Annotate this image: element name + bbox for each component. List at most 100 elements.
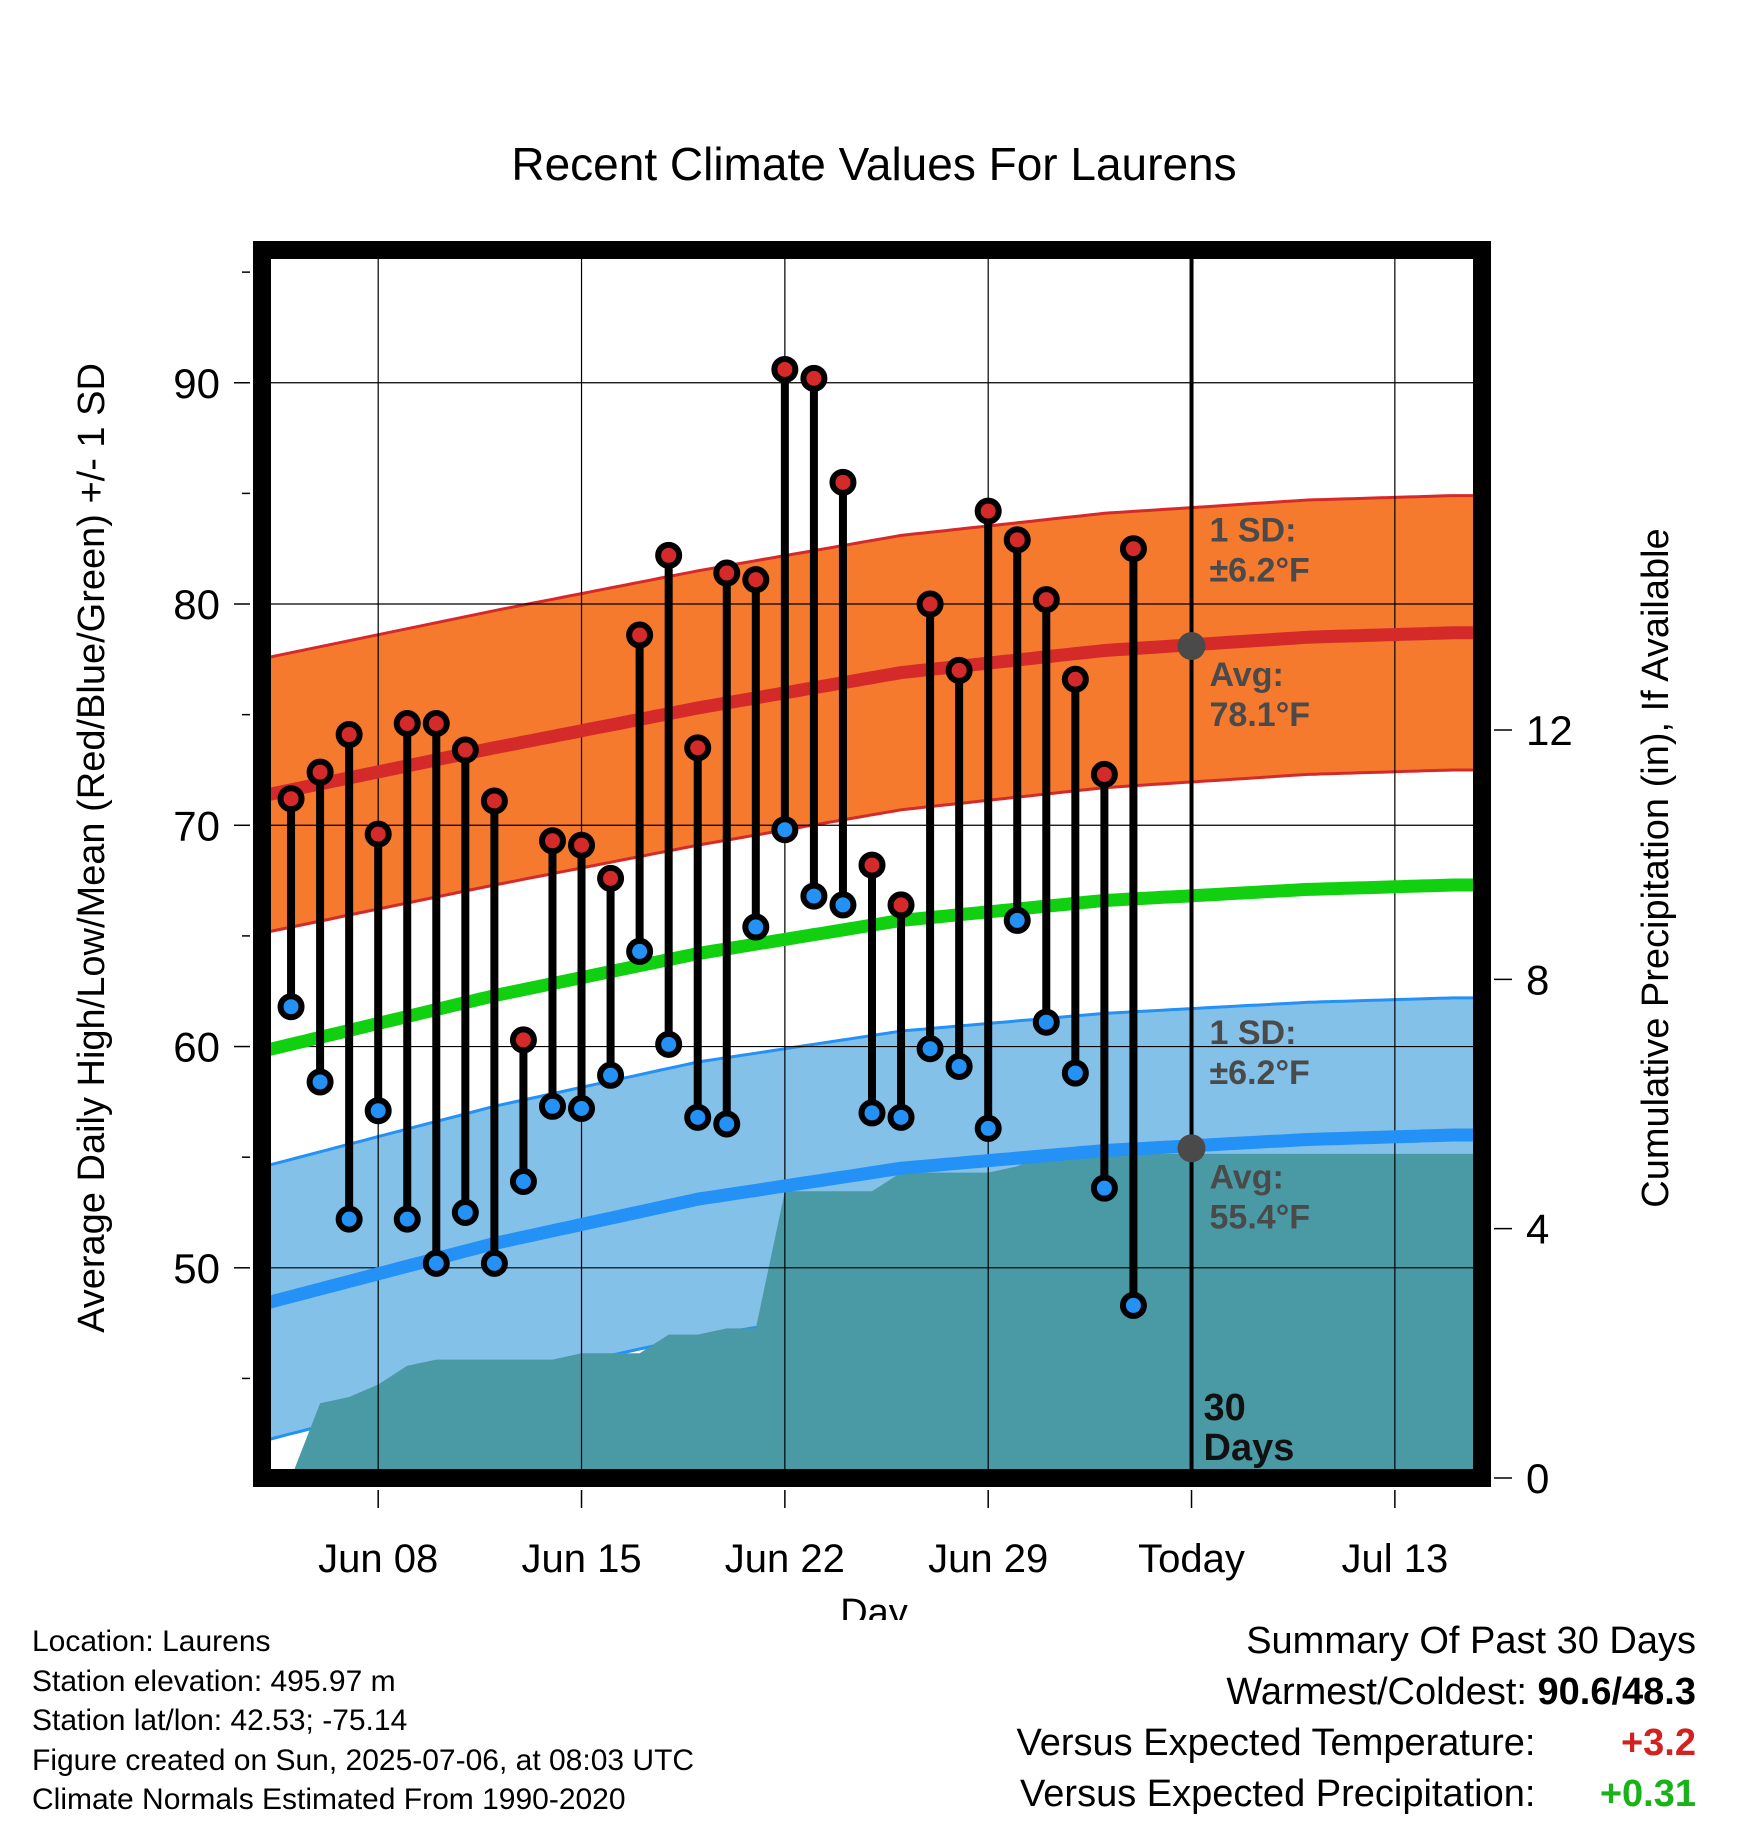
low-sd-annotation-line: ±6.2°F [1210, 1054, 1310, 1092]
temp-versus-label: Versus Expected Temperature: [1016, 1722, 1536, 1764]
high-temp-point [916, 590, 944, 618]
low-temp-point [887, 1103, 915, 1131]
precip-versus-label: Versus Expected Precipitation: [1020, 1773, 1536, 1815]
high-temp-point [684, 734, 712, 762]
low-temp-point [538, 1092, 566, 1120]
x-tick-label: Jun 29 [928, 1537, 1048, 1581]
high-temp-point [887, 891, 915, 919]
x-tick-label: Jun 22 [725, 1537, 845, 1581]
high-temp-point [626, 621, 654, 649]
high-temp-point [422, 709, 450, 737]
summary-panel: Summary Of Past 30 Days Warmest/Coldest:… [1017, 1616, 1696, 1820]
high-temp-point [771, 355, 799, 383]
high-temp-point [509, 1026, 537, 1054]
low-temp-point [742, 913, 770, 941]
high-temp-point [974, 497, 1002, 525]
high-avg-annotation: Avg: 78.1°F [1210, 656, 1311, 734]
y-tick-label: 90 [173, 360, 220, 407]
precipitation-area [262, 1153, 1482, 1478]
high-sd-annotation: 1 SD: ±6.2°F [1210, 512, 1310, 590]
high-temp-point [655, 541, 683, 569]
low-temp-point [1119, 1291, 1147, 1319]
low-temp-point [974, 1114, 1002, 1142]
precip-versus-row: Versus Expected Precipitation: +0.31 [1017, 1769, 1696, 1820]
low-avg-annotation-line: Avg: [1210, 1158, 1284, 1196]
y2-tick-label: 12 [1526, 707, 1573, 754]
low-temp-point [713, 1110, 741, 1138]
high-temp-point [306, 758, 334, 786]
high-temp-point [364, 820, 392, 848]
location-text: Location: Laurens [32, 1625, 271, 1658]
low-temp-point [306, 1068, 334, 1096]
low-sd-annotation-line: 1 SD: [1210, 1014, 1297, 1052]
low-temp-point [1061, 1059, 1089, 1087]
high-sd-annotation-line: ±6.2°F [1210, 552, 1310, 590]
low-temp-point [916, 1035, 944, 1063]
low-temp-point [480, 1249, 508, 1277]
low-temp-point [684, 1103, 712, 1131]
temp-versus-row: Versus Expected Temperature: +3.2 [1017, 1718, 1696, 1769]
low-temp-point [597, 1061, 625, 1089]
low-avg-annotation-line: 55.4°F [1210, 1198, 1311, 1236]
low-temp-point [771, 816, 799, 844]
high-temp-point [1003, 526, 1031, 554]
normals-text: Climate Normals Estimated From 1990-2020 [32, 1783, 626, 1816]
climate-chart: Recent Climate Values For Laurens 1 SD: ±… [71, 138, 1677, 1620]
plot-frame [253, 241, 1491, 1487]
y2-tick-label: 4 [1526, 1206, 1549, 1253]
chart-title: Recent Climate Values For Laurens [511, 138, 1236, 190]
low-temp-point [858, 1099, 886, 1127]
high-temp-point [1090, 760, 1118, 788]
high-temp-point [538, 827, 566, 855]
elevation-text: Station elevation: 495.97 m [32, 1664, 396, 1698]
summary-heading: Summary Of Past 30 Days [1246, 1620, 1696, 1662]
low-temp-point [335, 1205, 363, 1233]
y2-axis-label: Cumulative Precipitation (in), If Availa… [1635, 528, 1677, 1207]
y-tick-label: 60 [173, 1024, 220, 1071]
low-temp-point [1090, 1174, 1118, 1202]
x-tick-label: Jul 13 [1341, 1537, 1448, 1581]
y-tick-label: 80 [173, 581, 220, 628]
today-low-avg-marker [1177, 1134, 1206, 1163]
high-sd-annotation-line: 1 SD: [1210, 512, 1297, 550]
low-temp-point [568, 1094, 596, 1122]
low-temp-point [364, 1097, 392, 1125]
low-temp-point [277, 993, 305, 1021]
high-temp-point [713, 559, 741, 587]
high-temp-point [568, 831, 596, 859]
low-normal-line [262, 1128, 1482, 1311]
y-tick-label: 50 [173, 1245, 220, 1292]
y2-tick-label: 0 [1526, 1455, 1549, 1502]
low-temp-point [509, 1168, 537, 1196]
warmest-coldest-label: Warmest/Coldest: [1226, 1671, 1527, 1713]
y-axis-label: Average Daily High/Low/Mean (Red/Blue/Gr… [71, 363, 113, 1333]
low-temp-point [422, 1249, 450, 1277]
low-temp-point [945, 1052, 973, 1080]
high-temp-point [742, 566, 770, 594]
high-temp-point [335, 721, 363, 749]
low-temp-point [655, 1030, 683, 1058]
latlon-text: Station lat/lon: 42.53; -75.14 [32, 1704, 408, 1737]
low-temp-point [626, 937, 654, 965]
low-temp-point [1003, 906, 1031, 934]
high-sd-band [262, 495, 1482, 934]
low-temp-point [393, 1205, 421, 1233]
high-temp-point [597, 864, 625, 892]
low-avg-annotation: Avg: 55.4°F [1210, 1158, 1311, 1236]
today-high-avg-marker [1177, 632, 1206, 661]
precip-versus-value: +0.31 [1599, 1773, 1696, 1815]
high-temp-point [393, 709, 421, 737]
high-temp-point [277, 785, 305, 813]
temp-versus-value: +3.2 [1620, 1722, 1696, 1764]
high-temp-point [1032, 586, 1060, 614]
high-temp-point [1119, 535, 1147, 563]
x-tick-label: Jun 15 [521, 1537, 641, 1581]
high-temp-point [451, 736, 479, 764]
low-temp-point [451, 1198, 479, 1226]
warmest-coldest-value: 90.6/48.3 [1537, 1671, 1696, 1713]
days-annotation-line: Days [1204, 1427, 1295, 1469]
y-tick-label: 70 [173, 802, 220, 849]
high-sd-upper-line [262, 494, 1482, 661]
high-temp-point [945, 656, 973, 684]
